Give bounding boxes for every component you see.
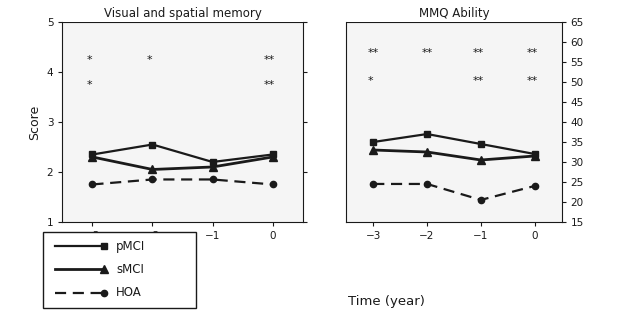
- Title: MMQ Ability: MMQ Ability: [419, 7, 489, 20]
- Text: **: **: [263, 80, 275, 90]
- Text: **: **: [473, 76, 484, 86]
- Text: **: **: [473, 48, 484, 58]
- FancyBboxPatch shape: [42, 231, 197, 308]
- Title: Visual and spatial memory: Visual and spatial memory: [104, 7, 261, 20]
- Text: HOA: HOA: [116, 286, 142, 299]
- Text: **: **: [527, 48, 538, 58]
- Text: sMCI: sMCI: [116, 263, 144, 276]
- Text: Time (year): Time (year): [348, 294, 426, 308]
- Text: **: **: [422, 48, 433, 58]
- Text: *: *: [368, 76, 374, 86]
- Text: pMCI: pMCI: [116, 240, 145, 253]
- Text: *: *: [87, 80, 92, 90]
- Text: *: *: [147, 55, 152, 65]
- Text: **: **: [368, 48, 379, 58]
- Text: *: *: [87, 55, 92, 65]
- Y-axis label: Score: Score: [28, 104, 41, 140]
- Text: **: **: [527, 76, 538, 86]
- Text: **: **: [263, 55, 275, 65]
